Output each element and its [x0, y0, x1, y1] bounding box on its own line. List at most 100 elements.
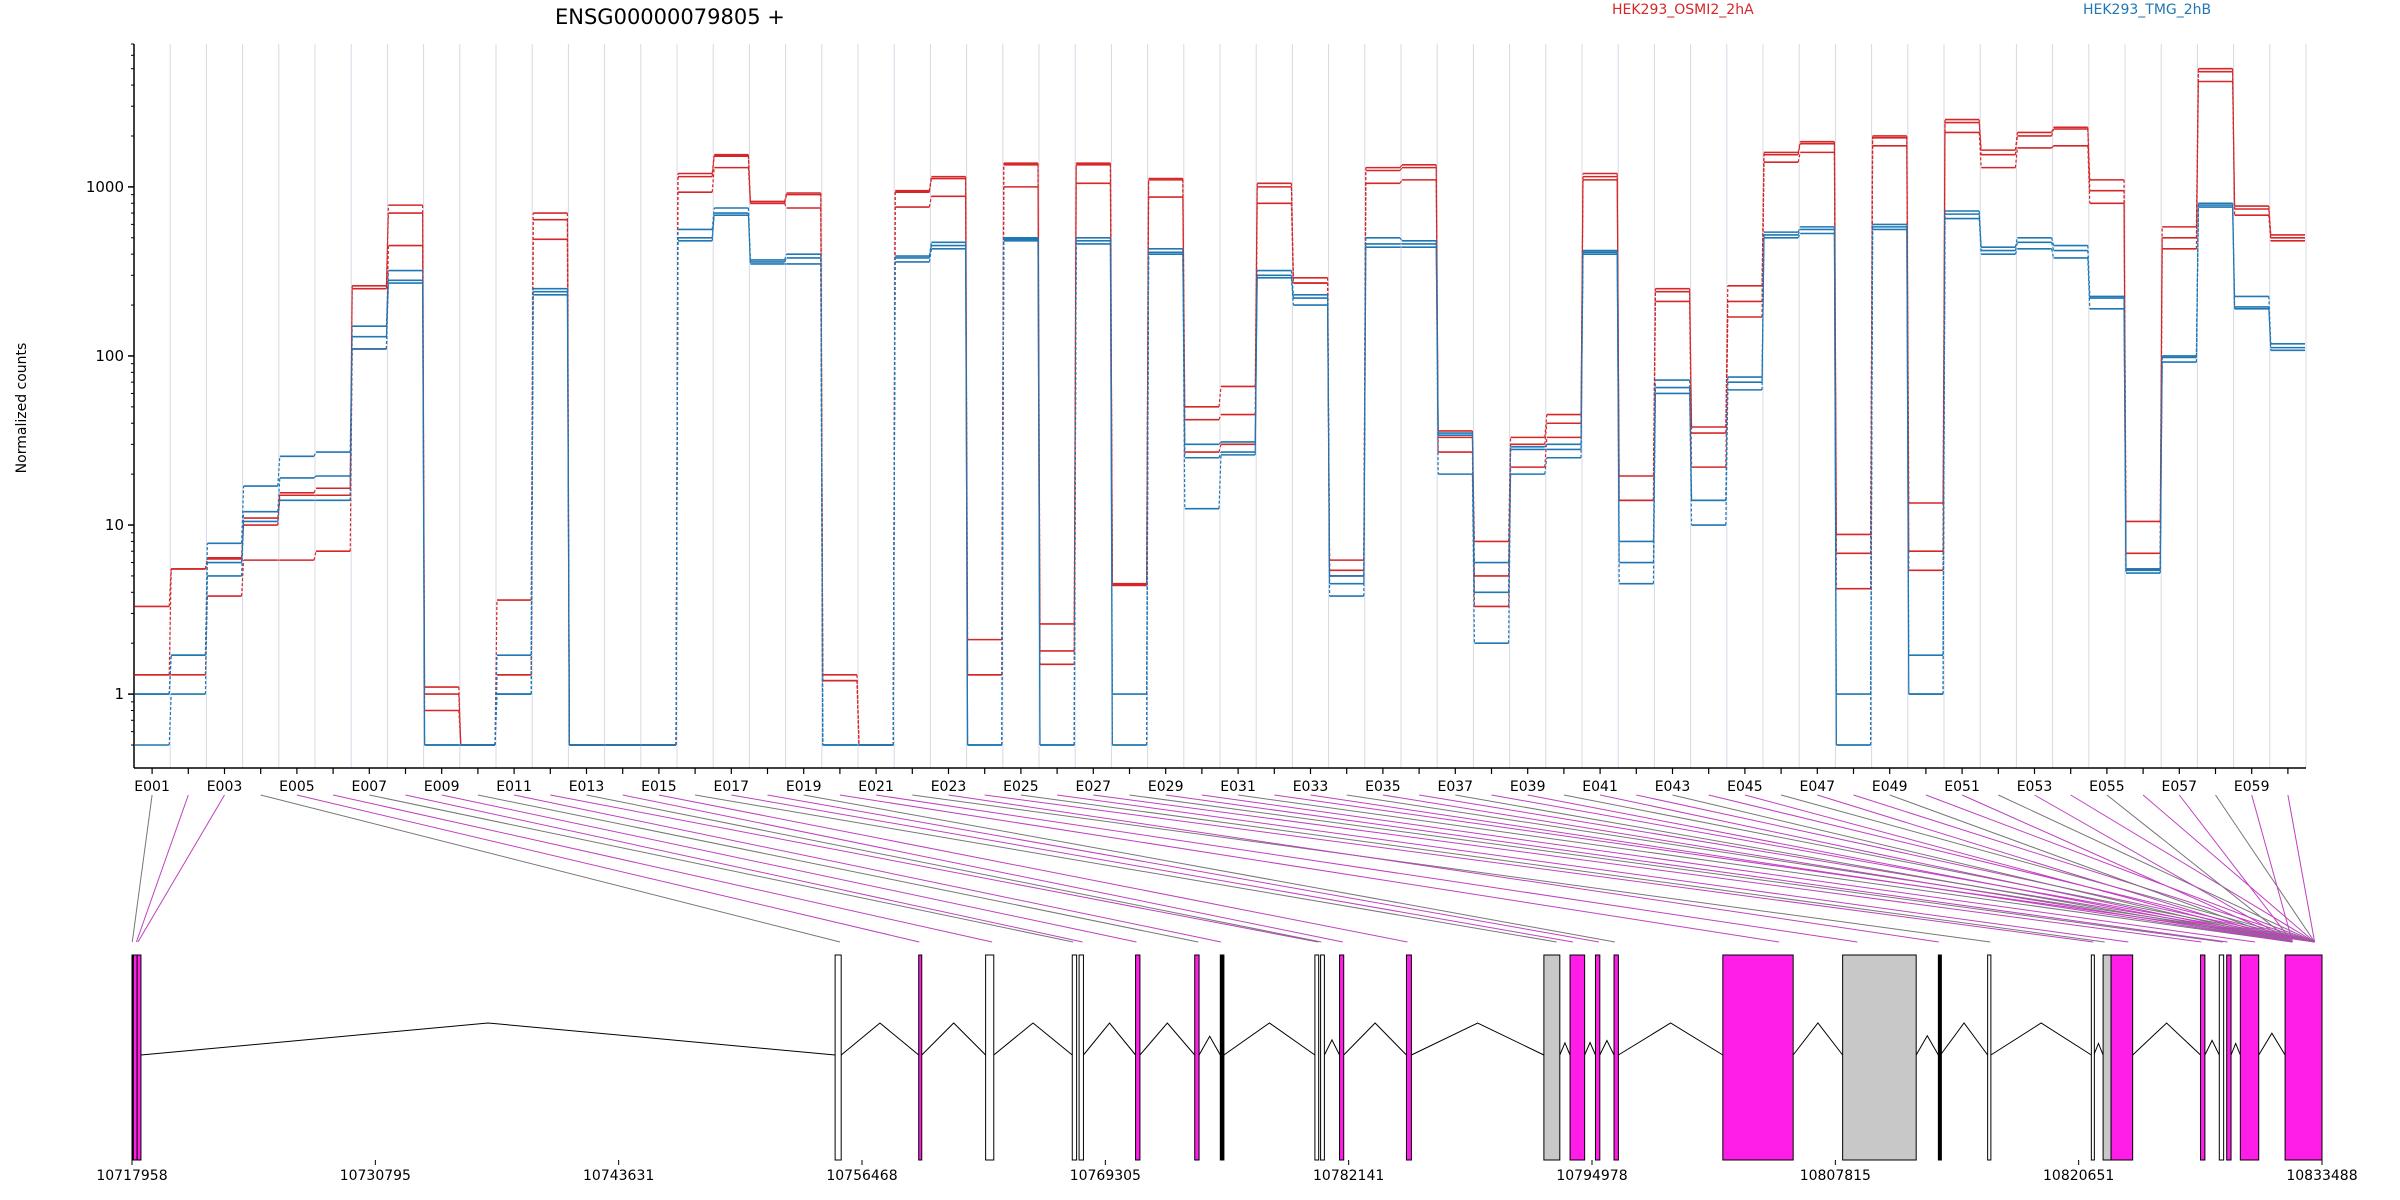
exon-transition-segment: [1725, 316, 1729, 468]
exon-transition-segment: [277, 500, 281, 522]
exon-transition-segment: [675, 240, 679, 746]
exon-transition-segment: [1942, 218, 1946, 695]
exon-transition-segment: [2014, 248, 2018, 255]
exon-feature: [132, 954, 138, 1161]
exon-transition-segment: [2051, 128, 2055, 137]
legend-label-tmg: HEK293_TMG_2hB: [2083, 2, 2211, 18]
exon-transition-segment: [928, 178, 932, 193]
x-tick-label: E029: [1148, 779, 1184, 795]
exon-transition-segment: [1797, 233, 1801, 239]
exon-feature: [1339, 954, 1345, 1161]
x-tick-label: E051: [1944, 779, 1980, 795]
intron-line: [1559, 1041, 1571, 1056]
exon-transition-segment: [711, 167, 715, 193]
exon-connector: [1491, 794, 2315, 943]
x-tick-label: E043: [1655, 779, 1691, 795]
y-axis-label: Normalized counts: [14, 343, 30, 474]
exon-transition-segment: [1544, 443, 1548, 448]
genome-tick-label: 10769305: [1070, 1168, 1141, 1184]
genome-tick-label: 10730795: [340, 1168, 411, 1184]
exon-transition-segment: [1399, 167, 1403, 171]
exon-feature: [2110, 954, 2134, 1161]
exon-connector: [441, 794, 1137, 943]
exon-transition-segment: [1580, 179, 1584, 438]
exon-connector: [1780, 794, 2315, 943]
exon-transition-segment: [1109, 243, 1114, 695]
genome-tick-label: 10833488: [2286, 1168, 2357, 1184]
exon-transition-segment: [711, 215, 715, 241]
intron-line: [1618, 1022, 1724, 1056]
exon-transition-segment: [204, 596, 208, 675]
exon-transition-segment: [2268, 308, 2272, 351]
exon-transition-segment: [2195, 207, 2199, 363]
exon-transition-segment: [747, 215, 751, 264]
exon-feature: [1842, 954, 1917, 1161]
x-tick-label: E009: [424, 779, 460, 795]
x-tick-label: E035: [1365, 779, 1401, 795]
exon-transition-segment: [1471, 474, 1475, 644]
exon-transition-segment: [1073, 243, 1077, 746]
exon-transition-segment: [458, 710, 462, 746]
exon-feature: [1569, 954, 1586, 1161]
legend-label-osmi2: HEK293_OSMI2_2hA: [1612, 2, 1754, 18]
exon-transition-segment: [2268, 306, 2272, 348]
genome-tick-label: 10717958: [96, 1168, 167, 1184]
exon-connector: [1744, 794, 2293, 943]
exon-transition-segment: [1797, 143, 1801, 155]
exon-feature: [1194, 954, 1200, 1161]
exon-transition-segment: [1797, 152, 1801, 163]
x-tick-label: E019: [786, 779, 822, 795]
exon-connector: [1817, 794, 2293, 943]
exon-connector: [477, 794, 1199, 943]
gene-model: [131, 954, 2323, 1161]
exon-transition-segment: [1689, 301, 1693, 468]
exon-transition-segment: [1363, 247, 1367, 597]
exon-connector: [912, 794, 1991, 943]
exon-connector: [2106, 794, 2293, 943]
exon-feature: [136, 954, 142, 1161]
exon-transition-segment: [1544, 423, 1548, 445]
intron-line: [2093, 1042, 2104, 1056]
exon-connector: [2251, 794, 2293, 943]
exon-transition-segment: [349, 288, 353, 496]
exon-transition-segment: [2051, 237, 2055, 246]
exon-transition-segment: [1580, 254, 1584, 458]
exon-feature: [1613, 954, 1619, 1161]
exon-feature: [2218, 954, 2225, 1161]
exon-transition-segment: [711, 154, 715, 174]
y-tick-label: 1000: [86, 178, 124, 196]
exon-transition-segment: [1254, 183, 1258, 387]
x-tick-label: E049: [1872, 779, 1908, 795]
exon-transition-segment: [2087, 145, 2091, 204]
exon-connector: [695, 794, 1557, 943]
y-ticks: 1 10 100 1000: [86, 43, 134, 746]
exon-connector: [1599, 794, 2293, 943]
exon-transition-segment: [2232, 71, 2236, 210]
exon-connector: [876, 794, 1858, 943]
exon-connector: [2178, 794, 2293, 943]
exon-transition-segment: [1833, 233, 1838, 695]
intron-line: [1599, 1039, 1615, 1056]
exon-feature: [1078, 954, 1084, 1161]
exon-transition-segment: [784, 194, 788, 204]
exon-transition-segment: [2087, 128, 2091, 191]
x-tick-label: E055: [2089, 779, 2125, 795]
exon-transition-segment: [1833, 152, 1838, 589]
exon-transition-segment: [711, 207, 715, 230]
exon-connector: [2287, 794, 2316, 943]
exon-transition-segment: [784, 257, 788, 263]
x-tick-label: E025: [1003, 779, 1039, 795]
exon-transition-segment: [1508, 474, 1512, 644]
exon-transition-segment: [2159, 362, 2163, 574]
exon-transition-segment: [168, 568, 172, 607]
exon-transition-segment: [422, 280, 426, 746]
exon-feature: [2284, 954, 2323, 1161]
x-tick-label: E013: [569, 779, 605, 795]
exon-connector: [131, 794, 153, 943]
exon-feature: [2200, 954, 2206, 1161]
exon-transition-segment: [928, 196, 932, 208]
exon-connector: [1057, 794, 2129, 943]
exon-connector: [332, 794, 993, 943]
genome-tick-label: 10794978: [1556, 1168, 1627, 1184]
